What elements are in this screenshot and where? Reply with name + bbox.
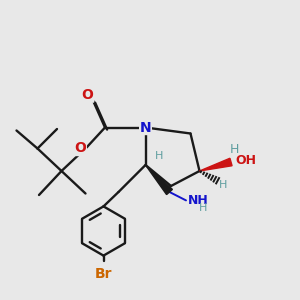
Text: H: H [155,151,163,161]
Text: H: H [219,179,228,190]
Polygon shape [146,165,172,195]
Polygon shape [200,158,232,171]
Text: NH: NH [188,194,208,208]
Text: O: O [74,142,86,155]
Text: OH: OH [236,154,256,167]
Text: O: O [82,88,94,102]
Text: H: H [230,143,239,156]
Text: N: N [140,121,151,134]
Text: Br: Br [95,267,112,281]
Text: H: H [199,202,207,213]
